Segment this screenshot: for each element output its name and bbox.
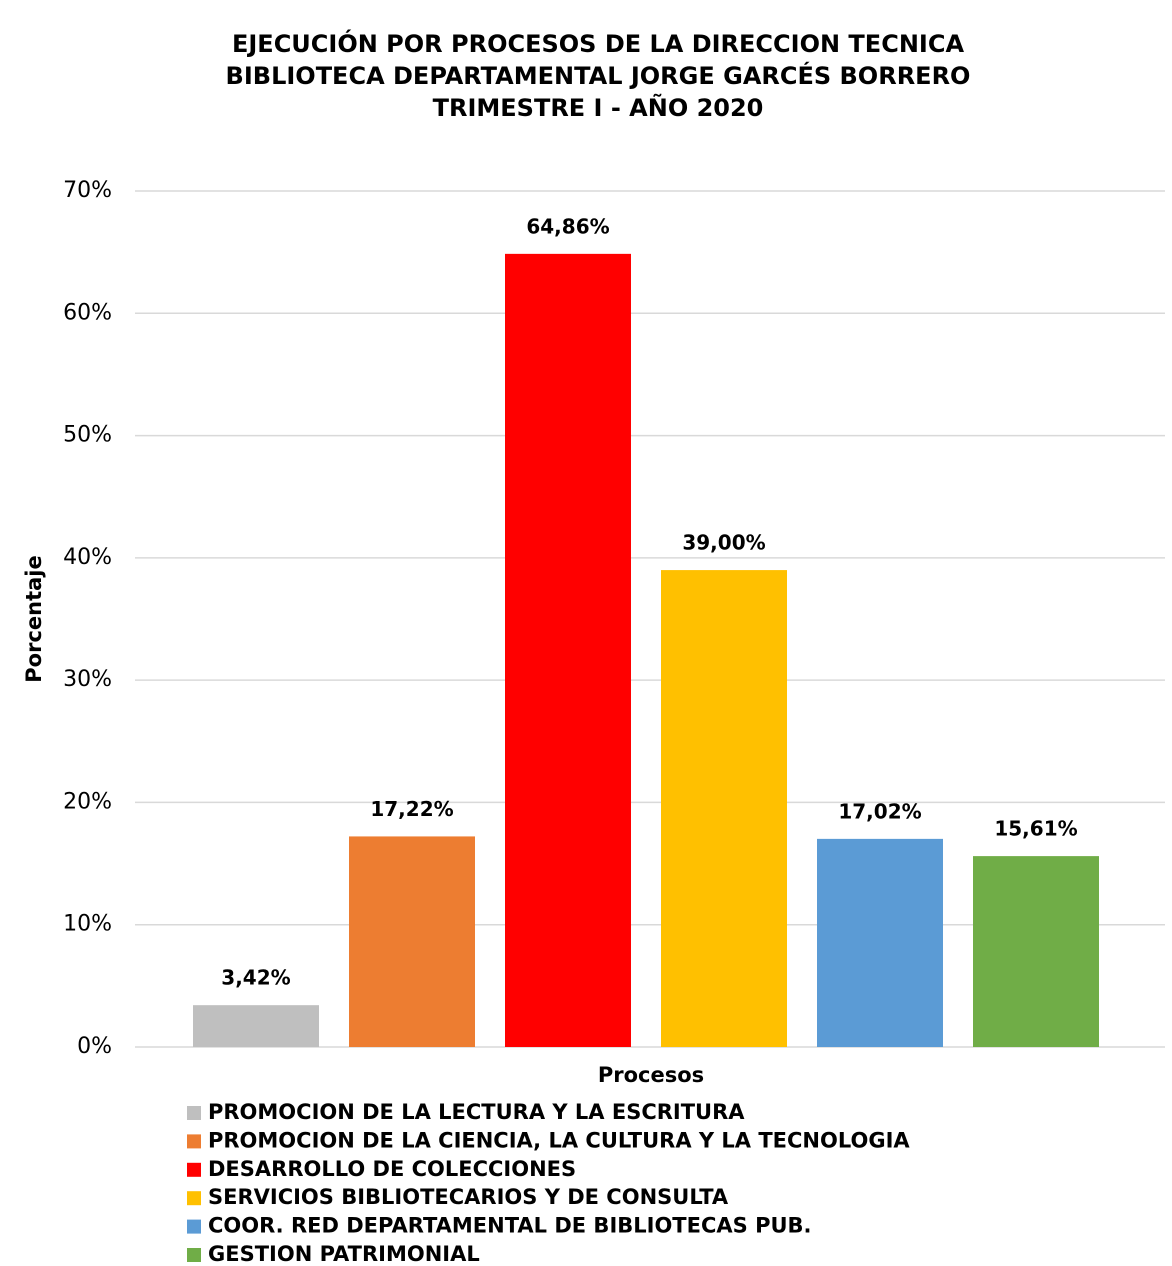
x-axis-label: Procesos bbox=[598, 1063, 704, 1087]
bar bbox=[349, 836, 475, 1047]
bar bbox=[505, 253, 631, 1047]
chart-title: TRIMESTRE I - AÑO 2020 bbox=[433, 93, 764, 122]
y-tick-label: 30% bbox=[63, 667, 112, 692]
value-label: 39,00% bbox=[682, 531, 765, 555]
legend-swatch bbox=[187, 1106, 201, 1120]
y-tick-label: 0% bbox=[77, 1034, 112, 1059]
legend-swatch bbox=[187, 1219, 201, 1234]
value-label: 64,86% bbox=[526, 214, 609, 238]
y-axis-label: Porcentaje bbox=[22, 555, 46, 682]
bar bbox=[193, 1005, 319, 1047]
chart-title: BIBLIOTECA DEPARTAMENTAL JORGE GARCÉS BO… bbox=[226, 61, 971, 90]
legend-label: PROMOCION DE LA CIENCIA, LA CULTURA Y LA… bbox=[208, 1128, 910, 1152]
legend-label: COOR. RED DEPARTAMENTAL DE BIBLIOTECAS P… bbox=[208, 1214, 812, 1238]
legend-label: SERVICIOS BIBLIOTECARIOS Y DE CONSULTA bbox=[208, 1185, 729, 1209]
value-label: 3,42% bbox=[221, 966, 290, 990]
y-tick-label: 10% bbox=[63, 912, 112, 937]
y-tick-label: 60% bbox=[63, 300, 112, 325]
value-label: 17,22% bbox=[370, 797, 453, 821]
legend-swatch bbox=[187, 1191, 201, 1206]
y-tick-label: 70% bbox=[63, 178, 112, 203]
bar bbox=[661, 570, 787, 1047]
y-tick-label: 50% bbox=[63, 423, 112, 448]
value-label: 15,61% bbox=[994, 817, 1077, 841]
legend-swatch bbox=[187, 1162, 201, 1177]
legend-label: DESARROLLO DE COLECCIONES bbox=[208, 1157, 576, 1181]
bar bbox=[973, 856, 1099, 1047]
y-tick-label: 40% bbox=[63, 545, 112, 570]
legend-swatch bbox=[187, 1248, 201, 1262]
legend-label: GESTION PATRIMONIAL bbox=[208, 1242, 480, 1266]
legend-swatch bbox=[187, 1134, 201, 1149]
value-label: 17,02% bbox=[838, 799, 921, 823]
chart-title: EJECUCIÓN POR PROCESOS DE LA DIRECCION T… bbox=[232, 28, 964, 58]
legend-label: PROMOCION DE LA LECTURA Y LA ESCRITURA bbox=[208, 1100, 745, 1124]
y-tick-label: 20% bbox=[63, 789, 112, 814]
bar bbox=[817, 838, 943, 1047]
